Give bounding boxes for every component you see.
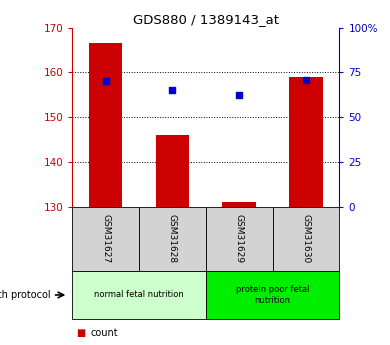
Text: ■: ■ [76, 328, 85, 338]
Bar [156, 135, 189, 207]
Text: count: count [91, 328, 119, 338]
Bar [222, 201, 256, 207]
Text: protein poor fetal
nutrition: protein poor fetal nutrition [236, 285, 309, 305]
Title: GDS880 / 1389143_at: GDS880 / 1389143_at [133, 13, 279, 27]
Point [103, 79, 109, 84]
Point [236, 92, 242, 98]
Bar [89, 43, 122, 207]
Text: normal fetal nutrition: normal fetal nutrition [94, 290, 184, 299]
Text: GSM31628: GSM31628 [168, 214, 177, 264]
Text: growth protocol: growth protocol [0, 290, 51, 300]
Point [169, 88, 176, 93]
Text: GSM31627: GSM31627 [101, 214, 110, 264]
Point [303, 77, 309, 83]
Text: GSM31630: GSM31630 [301, 214, 310, 264]
Bar [289, 77, 323, 207]
Text: GSM31629: GSM31629 [235, 214, 244, 264]
